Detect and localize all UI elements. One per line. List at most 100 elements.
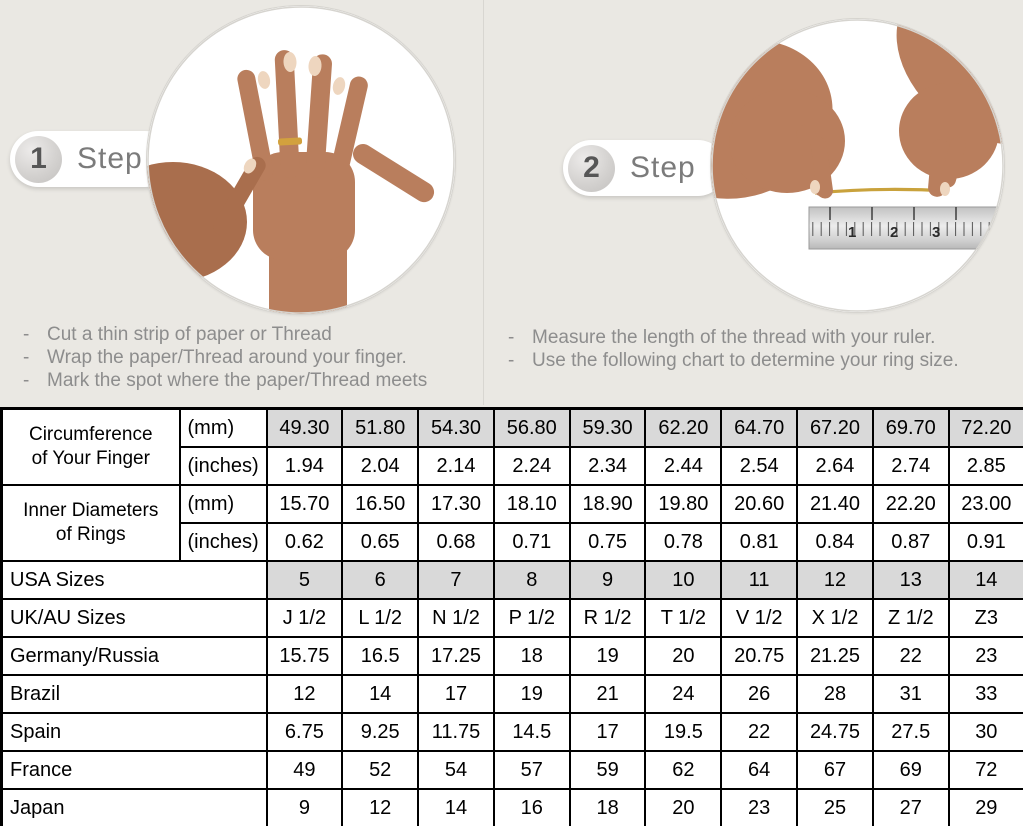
size-value-cell: 59.30 [568,407,647,448]
size-value-cell: 2.85 [947,446,1023,486]
size-value-cell: 16 [492,788,571,826]
size-value-cell: 14.5 [492,712,571,752]
step1-instructions: - Cut a thin strip of paper or Thread - … [20,323,427,392]
size-value-cell: 9.25 [341,712,420,752]
size-value-cell: 7 [417,560,495,600]
size-value-cell: 56.80 [492,407,571,448]
instruction-line: - Measure the length of the thread with … [505,326,959,349]
size-value-cell: X 1/2 [796,598,874,638]
size-value-cell: 12 [265,674,344,714]
table-row: Japan 9 12 14 16 18 20 23 25 27 29 [0,788,1023,826]
bullet-dash: - [23,347,30,368]
size-value-cell: 5 [265,560,344,600]
size-value-cell: 20 [644,636,723,676]
size-value-cell: 20 [644,788,723,826]
step2-badge: 2 Step [563,140,726,196]
size-value-cell: 31 [871,674,950,714]
size-value-cell: 19 [568,636,647,676]
size-value-cell: 14 [417,788,495,826]
row-group-label-line: Inner Diameters [23,500,159,521]
size-value-cell: 49.30 [265,407,344,448]
size-value-cell: 12 [796,560,874,600]
size-value-cell: 2.24 [492,446,571,486]
instruction-text: Mark the spot where the paper/Thread mee… [47,370,428,391]
table-row: (inches) 0.62 0.65 0.68 0.71 0.75 0.78 0.81 0.84… [2,522,1023,562]
size-value-cell: 17 [568,712,647,752]
size-value-cell: 6.75 [265,712,344,752]
size-value-cell: 18 [568,788,647,826]
row-group-label: Inner Diameters of Rings [0,484,181,562]
row-group-label-line: of Your Finger [31,448,150,469]
row-group-label: Circumference of Your Finger [0,407,181,486]
instruction-text: Cut a thin strip of paper or Thread [47,324,332,345]
size-value-cell: 11 [720,560,799,600]
unit-label: (inches) [178,522,268,562]
size-value-cell: 62 [644,750,723,790]
size-value-cell: 0.84 [796,522,874,562]
size-value-cell: Z 1/2 [871,598,950,638]
row-label: UK/AU Sizes [0,598,268,638]
row-label: Japan [0,788,268,826]
size-value-cell: 72 [947,750,1023,790]
size-value-cell: 15.70 [265,484,344,524]
size-value-cell: 0.75 [568,522,647,562]
size-value-cell: 69 [871,750,950,790]
size-value-cell: 18.90 [568,484,647,524]
size-value-cell: 2.64 [796,446,874,486]
size-value-cell: 67 [796,750,874,790]
size-value-cell: 51.80 [341,407,420,448]
size-value-cell: 15.75 [265,636,344,676]
size-value-cell: 28 [796,674,874,714]
size-value-cell: 49 [265,750,344,790]
size-value-cell: 26 [720,674,799,714]
size-value-cell: 1.94 [265,446,344,486]
size-value-cell: 0.91 [947,522,1023,562]
size-value-cell: 2.54 [720,446,799,486]
step1-badge: 1 Step [10,131,173,187]
bullet-dash: - [508,327,515,348]
size-value-cell: 33 [947,674,1023,714]
size-value-cell: 52 [341,750,420,790]
size-value-cell: 54 [417,750,495,790]
step2-number: 2 [568,144,615,192]
size-value-cell: 2.44 [644,446,723,486]
size-value-cell: Z3 [947,598,1023,638]
instruction-text: Use the following chart to determine you… [532,350,959,371]
size-value-cell: 17 [417,674,495,714]
size-value-cell: 30 [947,712,1023,752]
size-value-cell: 12 [341,788,420,826]
table-row: Brazil 12 14 17 19 21 24 26 28 31 33 [0,674,1023,714]
size-value-cell: 0.81 [720,522,799,562]
size-value-cell: 0.62 [265,522,344,562]
size-value-cell: 0.71 [492,522,571,562]
size-value-cell: 20.60 [720,484,799,524]
size-value-cell: 9 [568,560,647,600]
measuring-thread-icon: 1 2 3 [711,19,1004,312]
size-value-cell: 21.40 [796,484,874,524]
bullet-dash: - [508,350,515,371]
size-value-cell: 64 [720,750,799,790]
svg-text:1: 1 [848,224,856,241]
size-value-cell: 0.65 [341,522,420,562]
size-value-cell: 19.5 [644,712,723,752]
svg-text:3: 3 [932,224,940,241]
ring-icon [277,137,303,146]
size-value-cell: 6 [341,560,420,600]
size-value-cell: 0.78 [644,522,723,562]
size-value-cell: 62.20 [644,407,723,448]
section-divider [483,0,484,405]
size-value-cell: 57 [492,750,571,790]
size-value-cell: 27.5 [871,712,950,752]
hand-with-ring-icon [147,6,455,314]
row-group-label-line: of Rings [55,524,126,545]
size-value-cell: 64.70 [720,407,799,448]
step1-label: Step [77,142,143,175]
size-value-cell: 10 [644,560,723,600]
size-value-cell: P 1/2 [492,598,571,638]
size-value-cell: 69.70 [871,407,950,448]
size-value-cell: 18.10 [492,484,571,524]
unit-label: (mm) [178,484,268,524]
table-row: Inner Diameters of Rings (mm) 15.70 16.50 17.… [0,484,1023,562]
size-value-cell: 19 [492,674,571,714]
